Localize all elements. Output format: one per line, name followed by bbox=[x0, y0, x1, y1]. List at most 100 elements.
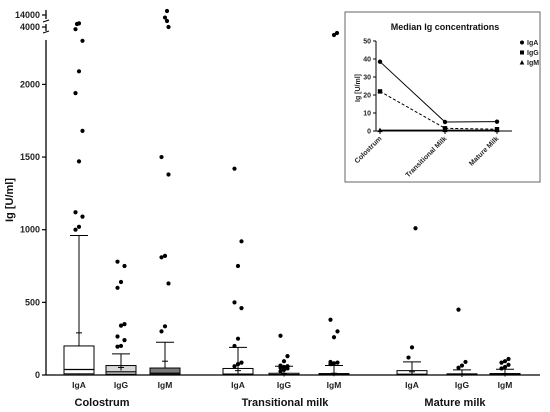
legend-marker bbox=[520, 40, 524, 45]
inset-y-tick-label: 20 bbox=[363, 93, 371, 100]
outlier-point bbox=[232, 343, 237, 349]
outlier-point bbox=[118, 279, 124, 285]
box-transitional-milk-iga bbox=[222, 166, 254, 376]
category-label: IgM bbox=[327, 380, 342, 390]
y-tick-label: 1500 bbox=[20, 152, 40, 162]
legend-label-igm: IgM bbox=[527, 60, 539, 67]
outlier-point bbox=[335, 360, 340, 365]
outlier-point bbox=[166, 24, 171, 30]
inset-point bbox=[494, 127, 500, 133]
y-tick-label: 0 bbox=[35, 370, 40, 380]
y-axis-title: Ig [U/ml] bbox=[4, 178, 16, 222]
box-mature-milk-igm bbox=[489, 356, 521, 377]
inset-frame bbox=[344, 11, 541, 183]
y-tick-label: 2000 bbox=[20, 79, 40, 89]
outlier-point bbox=[115, 344, 120, 349]
outlier-point bbox=[239, 239, 244, 244]
outlier-point bbox=[166, 281, 171, 286]
outlier-point bbox=[232, 300, 237, 305]
outlier-point bbox=[159, 255, 164, 260]
outlier-point bbox=[459, 363, 465, 368]
group-label-transitional-milk: Transitional milk bbox=[242, 397, 330, 409]
outlier-point bbox=[73, 91, 78, 96]
box-transitional-milk-igg bbox=[268, 333, 300, 377]
inset-point bbox=[377, 127, 383, 133]
legend-label-iga: IgA bbox=[527, 40, 538, 47]
outlier-point bbox=[285, 364, 290, 369]
category-label: IgA bbox=[405, 380, 419, 390]
inset-chart: Median Ig concentrations 0 10 20 30 40 50 Ig [U… bbox=[344, 11, 541, 183]
group-label-mature-milk: Mature milk bbox=[424, 397, 486, 409]
outlier-point bbox=[162, 324, 168, 329]
outlier-point bbox=[232, 364, 237, 369]
outlier-point bbox=[122, 322, 127, 327]
outlier-point bbox=[499, 366, 504, 371]
inset-point bbox=[377, 89, 383, 94]
outlier-point bbox=[328, 317, 333, 322]
group-label-colostrum: Colostrum bbox=[75, 397, 130, 409]
outlier-point bbox=[80, 214, 85, 219]
inset-y-axis-title: Ig [U/ml] bbox=[355, 74, 362, 102]
outlier-point bbox=[413, 226, 418, 231]
box-mature-milk-iga bbox=[396, 226, 428, 376]
outlier-point bbox=[80, 38, 85, 43]
axis-break-mark bbox=[42, 30, 50, 34]
outlier-point bbox=[76, 69, 82, 74]
outlier-point bbox=[278, 333, 283, 338]
y-tick-label: 1000 bbox=[20, 225, 40, 235]
outlier-point bbox=[235, 263, 241, 269]
outlier-point bbox=[239, 306, 244, 311]
outlier-point bbox=[122, 263, 127, 269]
y-tick-label: 4000 bbox=[20, 22, 40, 32]
outlier-point bbox=[278, 369, 283, 374]
inset-series-igm bbox=[377, 127, 500, 133]
outlier-point bbox=[232, 166, 237, 171]
inset-point bbox=[377, 59, 383, 64]
outlier-point bbox=[80, 128, 85, 133]
outlier-point bbox=[73, 227, 78, 232]
inset-point bbox=[442, 119, 448, 125]
category-label: IgM bbox=[498, 380, 513, 390]
category-label: IgA bbox=[231, 380, 245, 390]
outlier-point bbox=[506, 362, 511, 367]
category-label: IgG bbox=[455, 380, 470, 390]
box-colostrum-igm bbox=[149, 15, 181, 376]
outlier-point bbox=[281, 364, 287, 370]
outlier-point bbox=[281, 367, 287, 373]
outlier-point bbox=[502, 364, 508, 370]
y-tick-label: 500 bbox=[25, 297, 40, 307]
box-colostrum-iga bbox=[63, 21, 95, 375]
outlier-point bbox=[115, 334, 120, 339]
outlier-point bbox=[73, 210, 78, 215]
outlier-point bbox=[278, 363, 283, 368]
inset-y-tick-label: 10 bbox=[363, 111, 371, 118]
category-label: IgG bbox=[114, 380, 129, 390]
outlier-point bbox=[409, 345, 415, 350]
legend-marker bbox=[519, 60, 525, 65]
outlier-point bbox=[115, 259, 120, 264]
outlier-point bbox=[463, 359, 468, 365]
outlier-point bbox=[235, 362, 241, 367]
box-colostrum-igg bbox=[105, 259, 137, 375]
category-label: IgM bbox=[158, 380, 173, 390]
iqr-box bbox=[149, 367, 181, 376]
outlier-point bbox=[335, 329, 340, 334]
outlier-point bbox=[118, 343, 124, 349]
inset-y-tick-label: 40 bbox=[363, 57, 371, 64]
outlier-point bbox=[328, 359, 333, 365]
outlier-point bbox=[331, 32, 337, 38]
outlier-point bbox=[456, 365, 461, 370]
outlier-point bbox=[235, 336, 241, 341]
inset-point bbox=[494, 119, 500, 124]
outlier-point bbox=[281, 359, 287, 364]
outlier-point bbox=[166, 172, 171, 177]
outlier-point bbox=[122, 338, 127, 343]
outlier-point bbox=[164, 8, 170, 14]
outlier-point bbox=[74, 21, 80, 27]
outlier-point bbox=[76, 224, 82, 229]
outlier-point bbox=[406, 355, 411, 360]
outlier-point bbox=[76, 159, 82, 164]
outlier-point bbox=[456, 307, 461, 312]
